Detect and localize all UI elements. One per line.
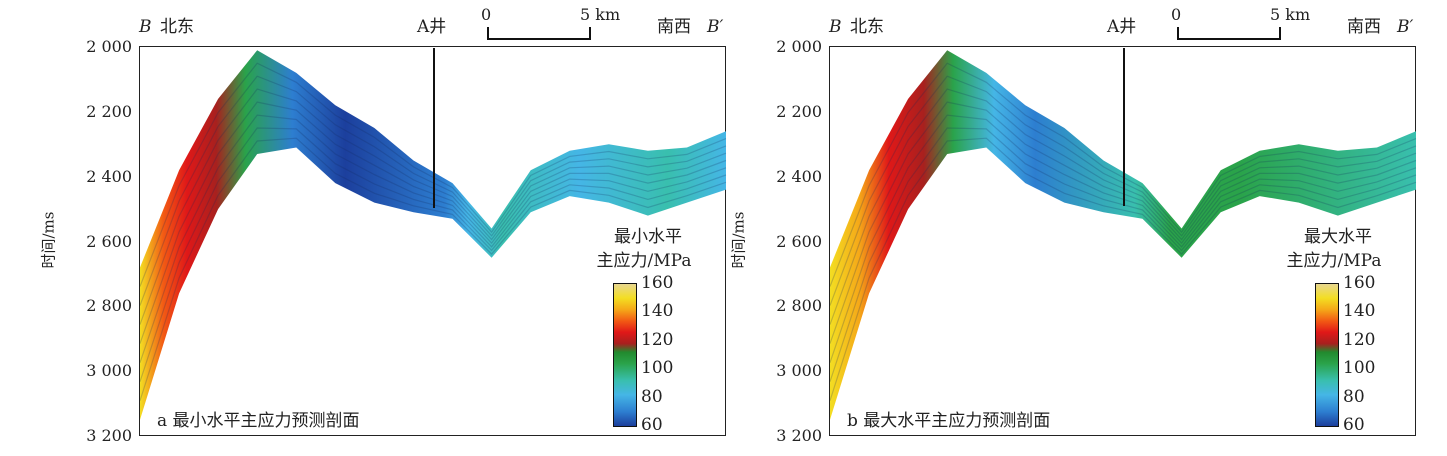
colorbar [1315,283,1339,427]
well-label: A井 [417,17,447,37]
plot-area [139,46,726,436]
direction-left: 北东 [160,17,194,37]
colorbar-tick-label: 80 [641,386,663,407]
y-tick-label: 2 400 [776,166,822,186]
colorbar-tick-label: 140 [1343,301,1376,322]
section-end-letter: B′ [1397,17,1414,37]
direction-right: 南西 [1347,17,1381,37]
y-tick-label: 2 000 [776,37,822,56]
colorbar-tick-label: 100 [641,358,674,379]
colorbar-tick-label: 120 [641,329,674,350]
scale-end: 5 km [1270,5,1311,24]
colorbar-tick-label: 60 [1343,415,1365,435]
colorbar-tick-label: 140 [641,301,674,322]
stratum-layer-line [829,137,1417,401]
colorbar-tick-label: 60 [641,415,663,435]
scale-start: 0 [1171,5,1182,24]
colorbar-title-line1: 最小水平 [614,227,682,247]
y-tick-label: 2 000 [86,37,132,56]
colorbar-title-line1: 最大水平 [1304,227,1372,247]
colorbar-tick-label: 160 [1343,273,1376,293]
direction-left: 北东 [850,17,884,37]
y-tick-label: 2 400 [86,166,132,186]
y-tick-label: 2 800 [776,296,822,316]
y-tick-label: 3 000 [86,361,132,381]
colorbar-tick-label: 160 [641,273,674,293]
stratum-layer-line [139,137,727,401]
scale-start: 0 [481,5,492,24]
y-tick-label: 2 600 [86,231,132,251]
panel-b: B 北东 A井 0 5 km 南西 B′ 时间/ms 2 000 2 200 2 4… [690,0,1417,456]
colorbar-tick-label: 120 [1343,329,1376,350]
stress-profile-body [830,50,1416,420]
y-tick-label: 2 200 [776,101,822,121]
section-start-letter: B [139,17,152,37]
section-start-letter: B [829,17,842,37]
y-tick-label: 2 200 [86,101,132,121]
panel-caption: a 最小水平主应力预测剖面 [157,411,360,431]
colorbar-tick-label: 80 [1343,386,1365,407]
colorbar [613,283,637,427]
well-trajectory [433,48,435,208]
y-tick-label: 3 000 [776,361,822,381]
plot-area [829,46,1416,436]
scale-bar [1177,27,1281,40]
scale-end: 5 km [580,5,621,24]
scale-bar [487,27,591,40]
colorbar-title-line2: 主应力/MPa [1286,251,1382,271]
colorbar-title-line2: 主应力/MPa [596,251,692,271]
well-trajectory [1123,48,1125,206]
y-tick-label: 2 600 [776,231,822,251]
y-tick-label: 3 200 [776,426,822,445]
y-tick-label: 2 800 [86,296,132,316]
panel-a: B 北东 A井 0 5 km 南西 B′ 时间/ms 2 000 2 200 2 4… [40,5,727,445]
panel-caption: b 最大水平主应力预测剖面 [847,411,1051,431]
colorbar-tick-label: 100 [1343,358,1376,379]
section-end-letter: B′ [707,17,724,37]
direction-right: 南西 [657,17,691,37]
well-label: A井 [1107,17,1137,37]
y-tick-label: 3 200 [86,426,132,445]
stress-profile-body [140,50,726,420]
